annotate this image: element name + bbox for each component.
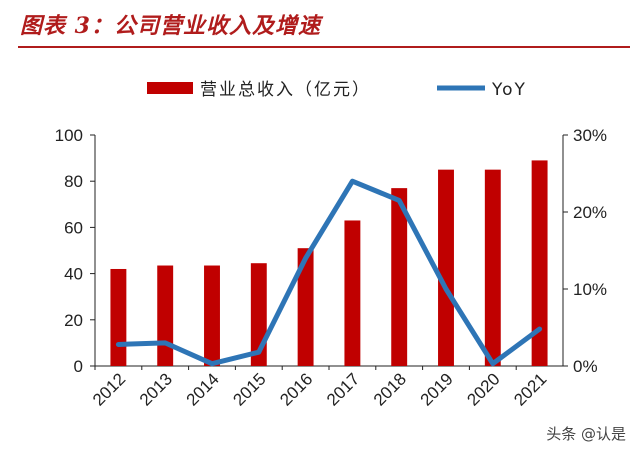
left-tick-label: 0 (74, 357, 83, 376)
yoy-line (115, 178, 543, 367)
x-tick-label: 2020 (463, 369, 503, 409)
yoy-point (397, 198, 402, 203)
left-tick-label: 20 (64, 311, 83, 330)
right-tick-label: 10% (573, 280, 607, 299)
x-tick-label: 2016 (276, 369, 316, 409)
left-tick-label: 80 (64, 172, 83, 191)
yoy-point (163, 340, 168, 345)
yoy-point (444, 287, 448, 291)
x-tick-label: 2018 (370, 369, 410, 409)
right-tick-label: 20% (573, 203, 607, 222)
right-tick-label: 0% (573, 357, 598, 376)
x-tick-label: 2021 (510, 369, 550, 409)
watermark: 头条 @认是 (546, 425, 626, 443)
yoy-point (537, 327, 542, 332)
legend-swatch-revenue (147, 82, 193, 94)
right-tick-label: 30% (573, 126, 607, 145)
left-tick-label: 100 (55, 126, 83, 145)
x-tick-label: 2013 (136, 369, 176, 409)
revenue-bar (110, 268, 127, 366)
legend: 营业总收入（亿元） YoY (147, 80, 527, 100)
figure-title: 图表 3：公司营业收入及增速 (20, 13, 321, 39)
yoy-point (303, 256, 308, 261)
figure-header: 图表 3：公司营业收入及增速 (0, 0, 640, 48)
revenue-bar (438, 169, 454, 366)
revenue-bar (157, 265, 174, 366)
x-tick-label: 2015 (229, 369, 269, 409)
x-tick-label: 2014 (183, 369, 223, 409)
revenue-bar (344, 220, 361, 366)
legend-label-yoy: YoY (491, 80, 527, 100)
revenue-bar (391, 188, 408, 366)
legend-label-revenue: 营业总收入（亿元） (200, 80, 371, 100)
yoy-point (116, 342, 121, 347)
revenue-bar (204, 265, 220, 366)
yoy-point (256, 350, 261, 355)
left-tick-label: 60 (64, 218, 83, 237)
x-tick-label: 2019 (417, 369, 457, 409)
x-tick-label: 2012 (89, 369, 129, 409)
title-underline (18, 46, 630, 48)
revenue-bar (297, 248, 314, 366)
revenue-bar (531, 160, 548, 366)
x-tick-label: 2017 (323, 369, 363, 409)
left-tick-label: 40 (64, 265, 83, 284)
revenue-bar (484, 169, 501, 366)
yoy-point (490, 361, 495, 366)
yoy-point (350, 179, 355, 184)
yoy-point (210, 361, 214, 366)
